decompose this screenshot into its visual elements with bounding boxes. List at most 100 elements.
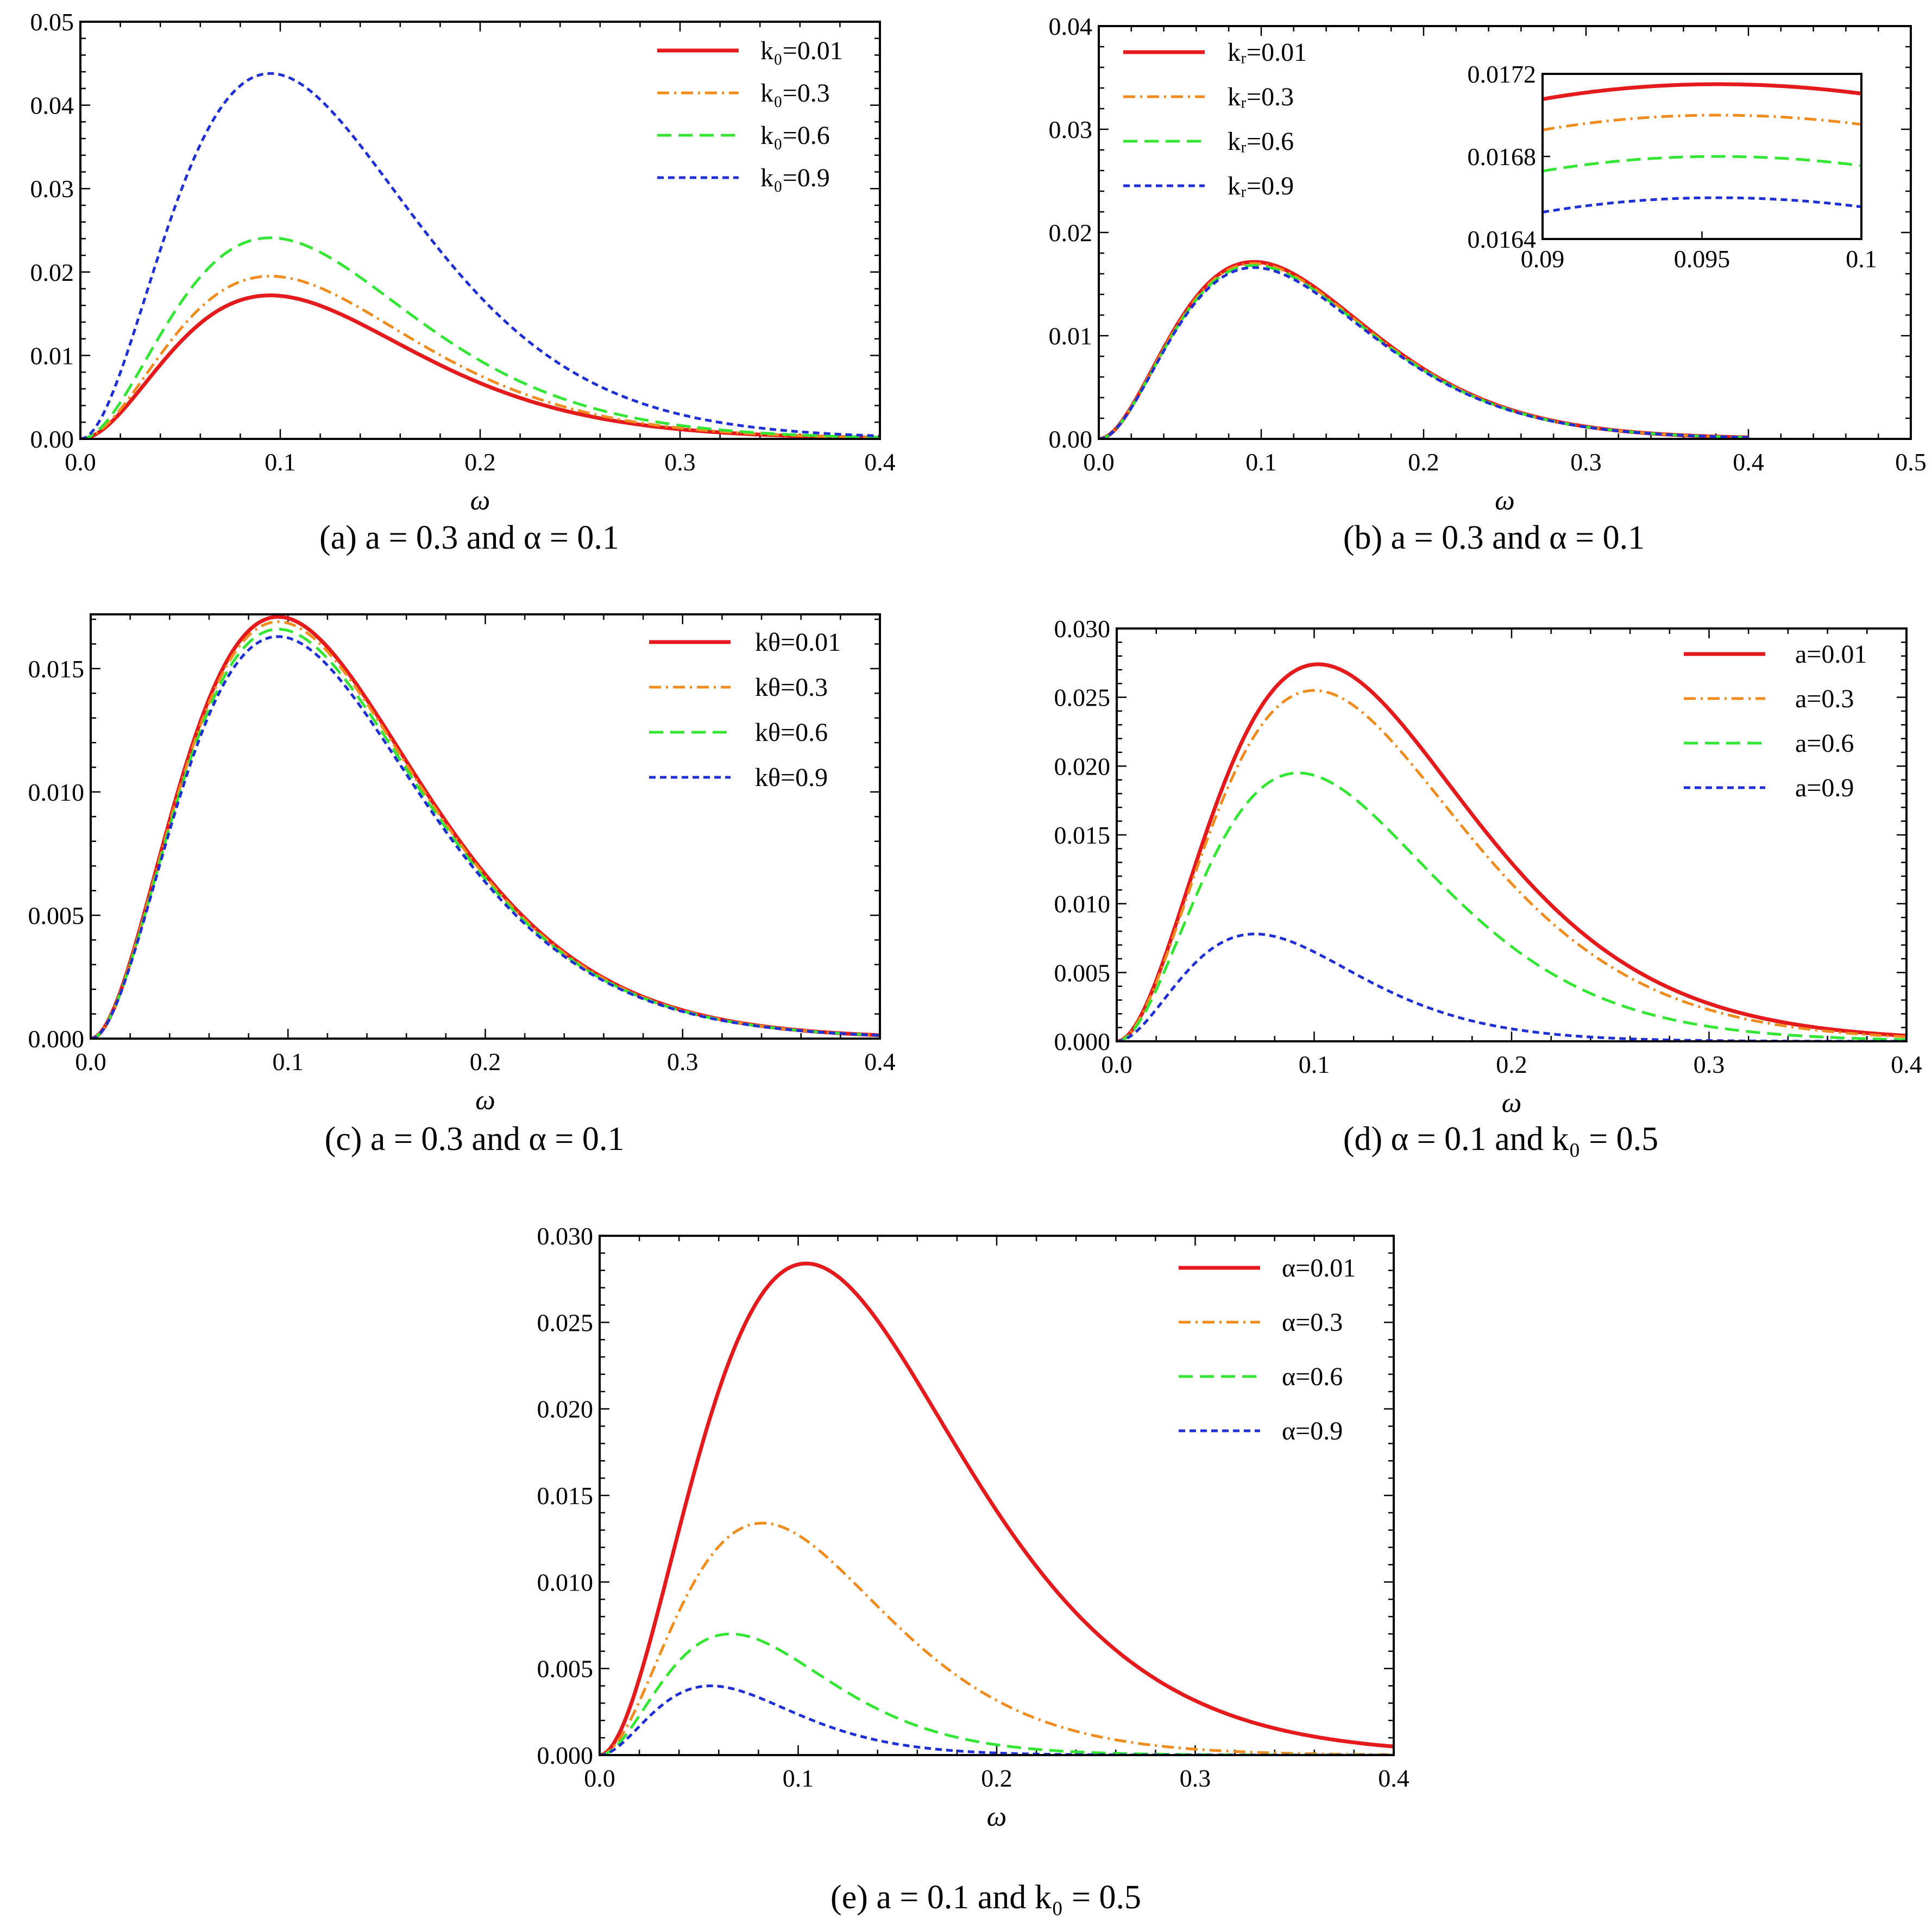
legend-label: k₀=0.3 — [760, 79, 830, 108]
series-group — [1099, 260, 1749, 439]
legend-label: kθ=0.9 — [755, 763, 828, 792]
legend-label: kθ=0.6 — [755, 718, 828, 747]
chart-panel-d: 0.0 0.1 0.2 0.3 0.4 0.000 0.005 0.010 0.015 0.020… — [1054, 615, 1922, 1158]
x-tick-label: 0.0 — [1083, 448, 1115, 476]
inset-series-line-1 — [1543, 82, 1861, 101]
x-tick-label: 0.2 — [1408, 448, 1439, 476]
x-tick-label: 0.0 — [584, 1764, 615, 1792]
legend-label: α=0.3 — [1282, 1308, 1343, 1337]
x-tick-label: 0.5 — [1895, 448, 1927, 476]
series-line-3 — [80, 236, 880, 439]
inset-series-line-2 — [1543, 114, 1861, 131]
y-tick-label: 0.00 — [1049, 425, 1093, 453]
legend: kᵣ=0.01 kᵣ=0.3 kᵣ=0.6 kᵣ=0.9 — [1123, 38, 1307, 200]
y-tick-label: 0.010 — [537, 1568, 594, 1596]
legend-label: kᵣ=0.3 — [1228, 83, 1294, 111]
inset-series-line-4 — [1543, 196, 1861, 214]
x-tick-label: 0.2 — [1496, 1051, 1527, 1078]
caption: (a) a = 0.3 and α = 0.1 — [319, 519, 619, 556]
y-tick-label: 0.05 — [30, 8, 74, 36]
y-tick-label: 0.030 — [537, 1222, 594, 1250]
x-tick-label: 0.3 — [664, 448, 696, 476]
chart-panel-e: 0.0 0.1 0.2 0.3 0.4 0.000 0.005 0.010 0.015 0.020… — [537, 1222, 1409, 1916]
legend-label: α=0.9 — [1282, 1417, 1343, 1445]
legend-label: kᵣ=0.01 — [1228, 38, 1307, 67]
series-line-4 — [600, 1684, 1394, 1755]
legend-label: a=0.9 — [1795, 774, 1854, 802]
x-tick-label: 0.0 — [65, 448, 96, 476]
chart-panel-a: 0.0 0.1 0.2 0.3 0.4 0.00 0.01 0.02 0.03 0.04 0.05 ω… — [30, 8, 896, 556]
series-line-3 — [1117, 771, 1906, 1041]
y-tick-label: 0.000 — [1054, 1028, 1111, 1055]
series-group — [80, 72, 880, 439]
legend-label: kᵣ=0.6 — [1228, 127, 1294, 156]
legend-label: α=0.01 — [1282, 1254, 1356, 1283]
chart-panel-b: 0.0 0.1 0.2 0.3 0.4 0.5 0.00 0.01 0.02 0.03 0.04 ω k… — [1049, 12, 1927, 556]
x-tick-label: 0.0 — [75, 1048, 106, 1076]
y-tick-label: 0.000 — [537, 1742, 594, 1769]
plot-frame — [79, 21, 881, 440]
x-tick-label: 0.3 — [1694, 1051, 1725, 1078]
series-line-2 — [91, 620, 880, 1039]
legend: a=0.01 a=0.3 a=0.6 a=0.9 — [1684, 640, 1867, 802]
x-tick-label: 0.3 — [1570, 448, 1602, 476]
x-axis-label: ω — [1495, 485, 1515, 516]
y-tick-label: 0.01 — [30, 342, 74, 369]
y-tick-label: 0.005 — [28, 902, 85, 929]
x-tick-label: 0.1 — [273, 1048, 304, 1076]
series-group — [1117, 662, 1906, 1041]
y-tick-label: 0.02 — [30, 259, 74, 286]
series-line-3 — [600, 1632, 1394, 1755]
y-tick-label: 0.01 — [1049, 322, 1093, 350]
inset-chart: 0.09 0.095 0.1 0.0164 0.0168 0.0172 — [1468, 60, 1877, 273]
inset-series-group — [1543, 82, 1861, 214]
legend-label: kθ=0.01 — [755, 628, 841, 657]
x-tick-label: 0.4 — [864, 1048, 896, 1076]
legend-label: kθ=0.3 — [755, 673, 828, 702]
x-tick-label: 0.2 — [470, 1048, 501, 1076]
y-tick-label: 0.020 — [1054, 752, 1111, 780]
series-line-2 — [600, 1522, 1394, 1755]
y-tick-label: 0.02 — [1049, 219, 1093, 247]
x-tick-label: 0.1 — [1299, 1051, 1330, 1078]
x-axis-label: ω — [470, 485, 490, 516]
x-axis-label: ω — [1502, 1087, 1522, 1118]
inset-x-tick-label: 0.095 — [1674, 245, 1730, 273]
series-line-4 — [1099, 266, 1749, 439]
y-tick-label: 0.04 — [30, 92, 74, 120]
series-line-2 — [80, 275, 880, 439]
y-tick-label: 0.030 — [1054, 615, 1111, 643]
caption: (c) a = 0.3 and α = 0.1 — [325, 1121, 625, 1158]
x-tick-label: 0.3 — [667, 1048, 698, 1076]
plot-frame — [90, 613, 881, 1040]
series-line-4 — [80, 72, 880, 439]
series-line-4 — [1117, 932, 1906, 1041]
plot-frame — [1116, 627, 1908, 1042]
y-tick-label: 0.010 — [28, 778, 85, 806]
legend-label: k₀=0.9 — [760, 164, 830, 192]
y-tick-label: 0.015 — [1054, 821, 1111, 849]
series-line-1 — [1099, 260, 1749, 439]
legend-label: k₀=0.6 — [760, 121, 830, 150]
y-tick-label: 0.015 — [537, 1482, 594, 1510]
legend-label: kᵣ=0.9 — [1228, 172, 1294, 200]
inset-y-tick-label: 0.0172 — [1468, 60, 1537, 88]
x-tick-label: 0.4 — [864, 448, 896, 476]
y-tick-label: 0.025 — [537, 1309, 594, 1336]
chart-panel-c: 0.0 0.1 0.2 0.3 0.4 0.000 0.005 0.010 0.015 ω kθ=0… — [28, 613, 896, 1158]
y-tick-label: 0.015 — [28, 655, 85, 683]
legend-label: a=0.01 — [1795, 640, 1867, 669]
y-tick-label: 0.000 — [28, 1025, 85, 1053]
series-line-1 — [1117, 662, 1906, 1041]
inset-x-tick-label: 0.1 — [1846, 245, 1877, 273]
series-line-4 — [91, 635, 880, 1039]
y-tick-label: 0.025 — [1054, 684, 1111, 712]
y-tick-label: 0.010 — [1054, 890, 1111, 918]
plot-frame — [1098, 25, 1912, 440]
legend-label: a=0.6 — [1795, 729, 1854, 758]
y-tick-label: 0.03 — [30, 175, 74, 203]
series-line-1 — [80, 293, 880, 439]
series-group — [600, 1261, 1394, 1755]
series-line-3 — [1099, 264, 1749, 439]
x-tick-label: 0.0 — [1101, 1051, 1132, 1078]
